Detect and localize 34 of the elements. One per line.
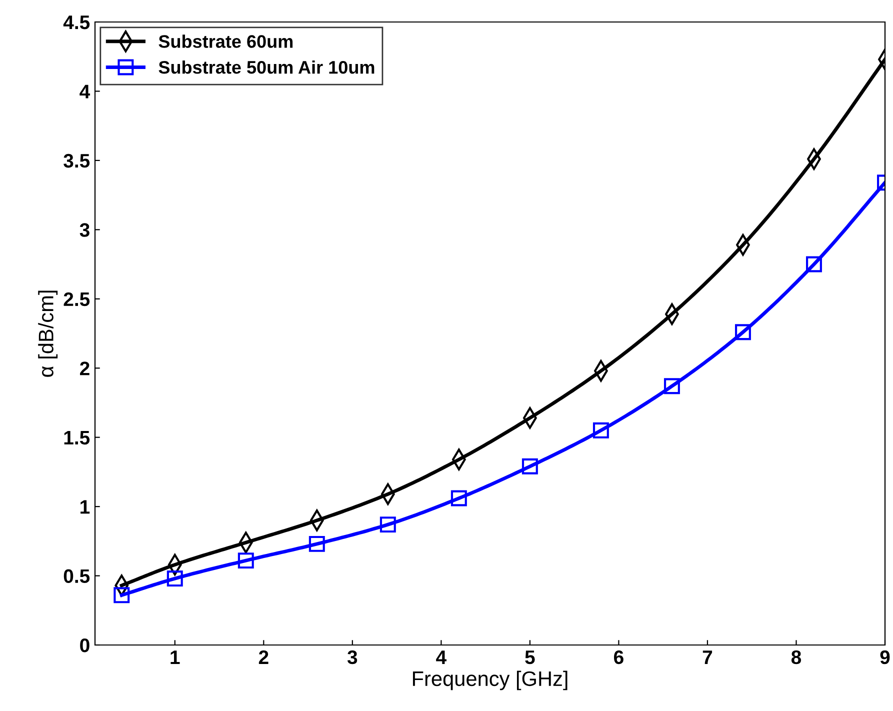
y-tick-label: 3 [80, 223, 90, 237]
point [450, 490, 467, 506]
point [166, 570, 183, 587]
point [380, 516, 396, 533]
x-tick-label: 4 [436, 650, 446, 664]
y-tick-label: 0 [80, 638, 90, 652]
x-tick-label: 7 [702, 650, 712, 664]
y-tick-label: 2.5 [64, 292, 90, 306]
x-tick-label: 9 [880, 650, 890, 664]
point [114, 587, 130, 604]
y-tick-label: 4 [80, 84, 90, 98]
y-tick-label: 3.5 [64, 154, 90, 168]
y-tick-label: 4.5 [63, 16, 90, 30]
point [664, 378, 680, 394]
point [734, 324, 751, 340]
y-tick-label: 1.5 [64, 431, 90, 445]
y-axis-title: α [dB/cm] [38, 290, 58, 377]
point [308, 536, 325, 552]
point [806, 256, 822, 272]
point [238, 552, 254, 569]
legend-label: Substrate 60um [158, 34, 293, 48]
y-tick-label: 2 [80, 362, 90, 376]
point [592, 422, 609, 438]
legend-label: Substrate 50um Air 10um [158, 60, 374, 74]
x-tick-label: 8 [791, 650, 802, 664]
x-tick-label: 1 [170, 650, 180, 664]
x-tick-label: 2 [258, 650, 268, 664]
y-tick-label: 0.5 [64, 569, 90, 584]
point [522, 458, 538, 474]
x-tick-label: 5 [525, 650, 535, 664]
x-tick-label: 6 [614, 650, 624, 664]
x-axis-title: Frequency [GHz] [412, 670, 568, 690]
y-tick-label: 1 [80, 500, 90, 514]
x-tick-label: 3 [347, 650, 358, 664]
